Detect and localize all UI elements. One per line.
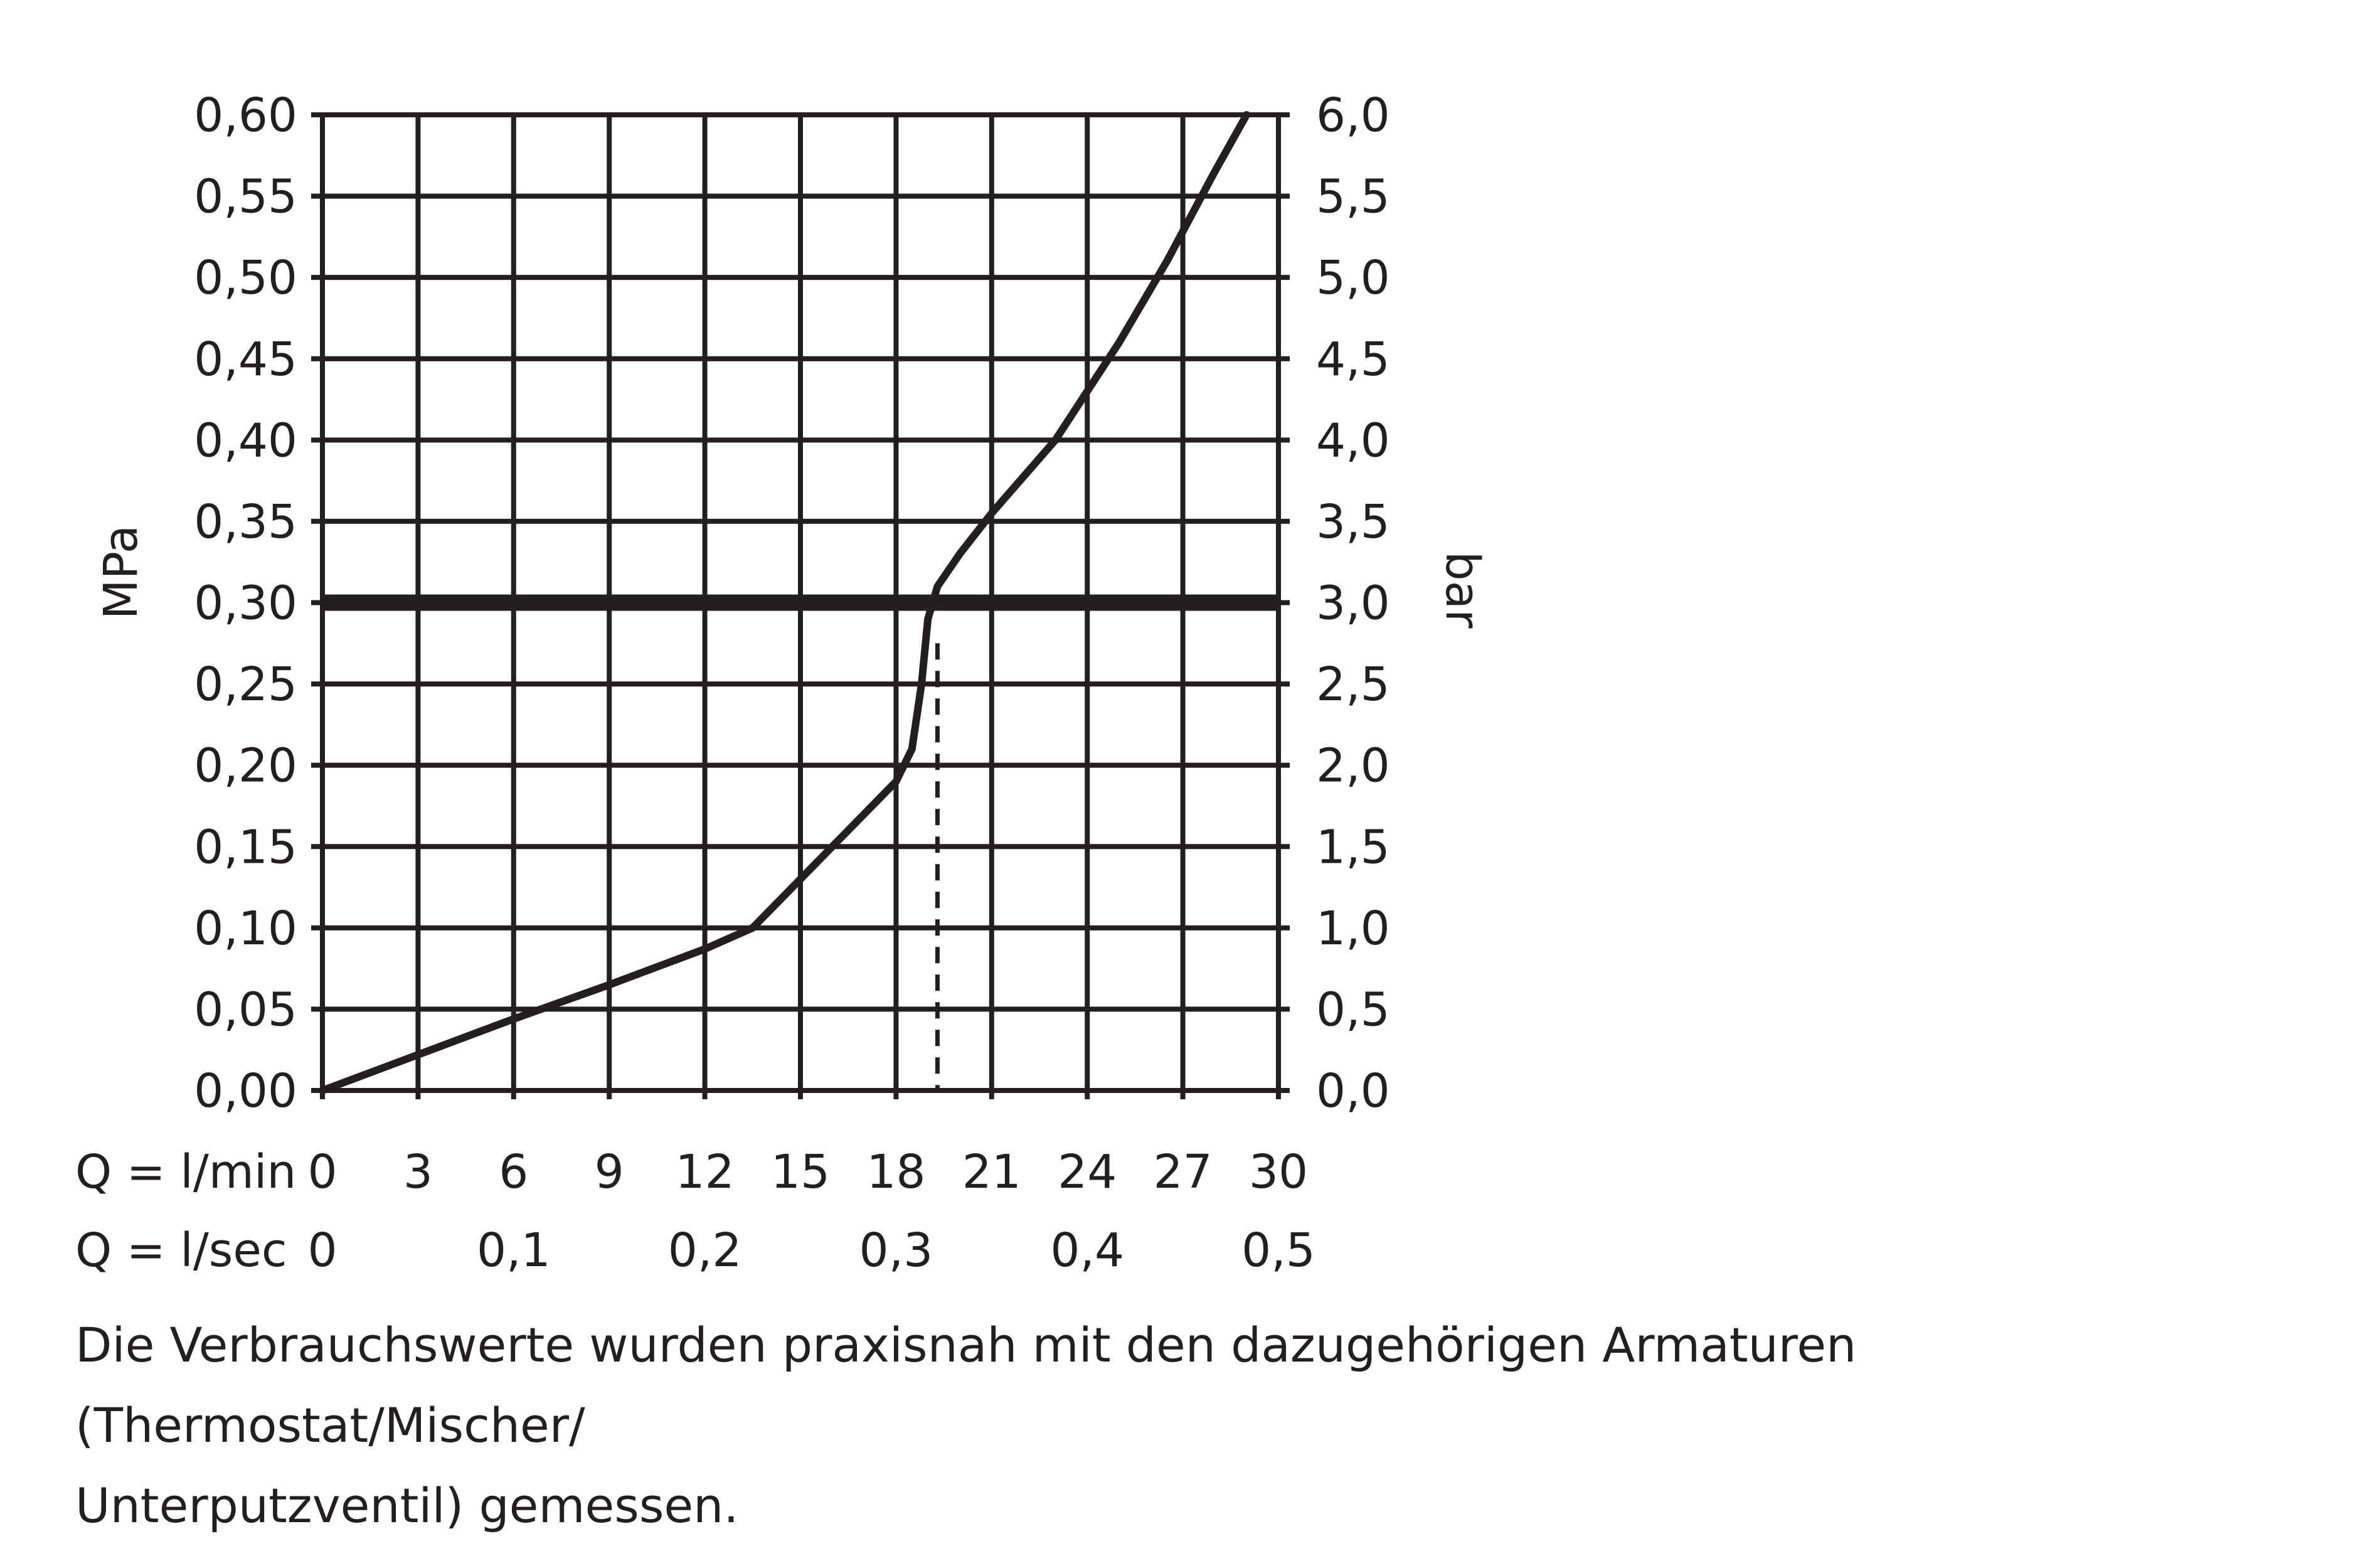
reference-line-layer bbox=[322, 594, 1278, 1090]
x-tick-label-lmin: 15 bbox=[771, 1145, 830, 1199]
y-tick-label-bar: 4,5 bbox=[1316, 333, 1390, 386]
y-tick-label-mpa: 0,35 bbox=[194, 495, 297, 549]
x-tick-label-lmin: 6 bbox=[499, 1145, 528, 1199]
x-tick-label-lsec: 0,5 bbox=[1241, 1223, 1315, 1277]
y-tick-label-mpa: 0,15 bbox=[194, 820, 297, 874]
tick-label-layer: 0 3 6 9 12 15 18 21 24 27 300,00 0,00,05 0,50,10 1,00… bbox=[194, 88, 1389, 1277]
x-tick-label-lmin: 24 bbox=[1058, 1145, 1117, 1199]
y-tick-label-bar: 1,0 bbox=[1316, 902, 1390, 956]
measurement-note-line-1: Die Verbrauchswerte wurden praxisnah mit… bbox=[75, 1317, 1857, 1453]
x-tick-label-lmin: 27 bbox=[1154, 1145, 1213, 1199]
x-tick-label-lmin: 3 bbox=[403, 1145, 433, 1199]
x-axis-label-lmin: Q = l/min bbox=[75, 1145, 296, 1199]
y-tick-label-bar: 5,0 bbox=[1316, 251, 1390, 305]
y-tick-label-bar: 2,0 bbox=[1316, 739, 1390, 793]
series-line-flow-curve bbox=[319, 111, 1251, 1094]
y-tick-label-bar: 5,5 bbox=[1316, 170, 1390, 224]
x-tick-label-lsec: 0,2 bbox=[668, 1223, 742, 1277]
measurement-note: Die Verbrauchswerte wurden praxisnah mit… bbox=[75, 1305, 2334, 1546]
x-tick-label-lmin: 0 bbox=[307, 1145, 337, 1199]
y-tick-label-bar: 6,0 bbox=[1316, 88, 1390, 142]
y-tick-label-bar: 0,0 bbox=[1316, 1064, 1390, 1118]
y-tick-label-mpa: 0,30 bbox=[194, 577, 297, 631]
x-tick-label-lmin: 18 bbox=[866, 1145, 925, 1199]
y-axis-label-left: MPa bbox=[94, 525, 148, 620]
x-tick-label-lsec: 0,1 bbox=[477, 1223, 551, 1277]
y-tick-label-mpa: 0,60 bbox=[194, 88, 297, 142]
x-tick-label-lsec: 0 bbox=[307, 1223, 337, 1277]
y-tick-label-mpa: 0,40 bbox=[194, 413, 297, 467]
series-layer bbox=[319, 111, 1251, 1094]
y-tick-label-bar: 3,5 bbox=[1316, 495, 1390, 549]
y-tick-label-mpa: 0,00 bbox=[194, 1064, 297, 1118]
y-tick-label-bar: 1,5 bbox=[1316, 820, 1390, 874]
y-tick-label-bar: 3,0 bbox=[1316, 577, 1390, 631]
y-tick-label-bar: 0,5 bbox=[1316, 983, 1390, 1037]
x-tick-label-lmin: 21 bbox=[962, 1145, 1021, 1199]
y-tick-label-bar: 2,5 bbox=[1316, 658, 1390, 712]
y-tick-label-bar: 4,0 bbox=[1316, 413, 1390, 467]
x-tick-label-lsec: 0,3 bbox=[859, 1223, 933, 1277]
measurement-note-line-2: Unterputzventil) gemessen. bbox=[75, 1478, 739, 1533]
y-tick-label-mpa: 0,25 bbox=[194, 658, 297, 712]
y-tick-label-mpa: 0,05 bbox=[194, 983, 297, 1037]
y-tick-label-mpa: 0,45 bbox=[194, 333, 297, 386]
x-axis-label-lsec: Q = l/sec bbox=[75, 1223, 287, 1277]
y-tick-label-mpa: 0,50 bbox=[194, 251, 297, 305]
y-axis-label-right: bar bbox=[1435, 552, 1489, 629]
x-tick-label-lmin: 9 bbox=[595, 1145, 624, 1199]
x-tick-label-lmin: 30 bbox=[1249, 1145, 1308, 1199]
y-tick-label-mpa: 0,10 bbox=[194, 902, 297, 956]
x-tick-label-lsec: 0,4 bbox=[1050, 1223, 1124, 1277]
x-tick-label-lmin: 12 bbox=[676, 1145, 735, 1199]
y-tick-label-mpa: 0,55 bbox=[194, 170, 297, 224]
y-tick-label-mpa: 0,20 bbox=[194, 739, 297, 793]
